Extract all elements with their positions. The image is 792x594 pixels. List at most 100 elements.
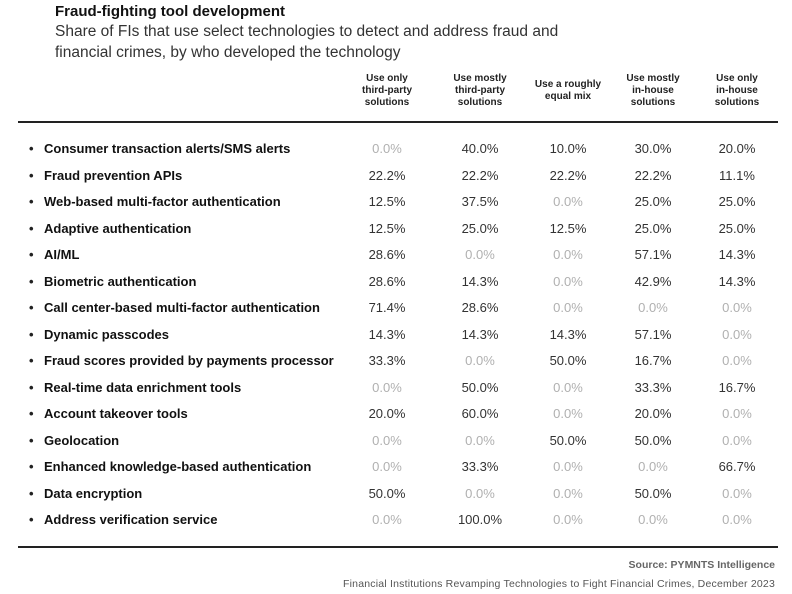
row-label: Data encryption [44, 485, 143, 501]
bottom-rule [18, 546, 778, 548]
bullet-icon: • [29, 432, 34, 448]
value-cell: 28.6% [461, 300, 499, 315]
table-row: • Data encryption 50.0% 0.0% 0.0% 50.0% 0.0% [0, 486, 792, 506]
value-cell: 50.0% [634, 485, 672, 501]
table-row: • Consumer transaction alerts/SMS alerts 0… [0, 141, 792, 161]
value-cell: 0.0% [465, 485, 495, 501]
value-cell: 25.0% [634, 220, 672, 236]
table-row: • Biometric authentication 28.6% 14.3% 0.0% 4… [0, 274, 792, 294]
table-row: • Real-time data enrichment tools 0.0% 50.0… [0, 380, 792, 400]
row-label: Fraud scores provided by payments proces… [44, 353, 334, 368]
table-row: • Adaptive authentication 12.5% 25.0% 12.5% 2… [0, 221, 792, 241]
value-cell: 0.0% [372, 512, 402, 527]
value-cell: 0.0% [465, 247, 495, 262]
value-cell: 0.0% [553, 406, 583, 421]
value-cell: 0.0% [722, 300, 752, 315]
value-cell: 14.3% [461, 326, 499, 342]
value-cell: 0.0% [722, 485, 752, 501]
value-cell: 0.0% [638, 512, 668, 527]
value-cell: 11.1% [719, 167, 755, 183]
column-header: Use a roughly equal mix [528, 79, 608, 103]
value-cell: 0.0% [553, 485, 583, 501]
row-label: Consumer transaction alerts/SMS alerts [44, 141, 291, 156]
row-label: Adaptive authentication [44, 220, 192, 236]
value-cell: 0.0% [553, 247, 583, 262]
bullet-icon: • [29, 300, 34, 315]
value-cell: 14.3% [461, 273, 499, 289]
value-cell: 50.0% [549, 353, 587, 368]
value-cell: 0.0% [722, 512, 752, 527]
column-header-line: solutions [714, 97, 760, 108]
value-cell: 0.0% [553, 459, 583, 474]
value-cell: 50.0% [549, 432, 587, 448]
table-row: • Enhanced knowledge-based authentication… [0, 459, 792, 479]
row-label: Enhanced knowledge-based authentication [44, 459, 312, 474]
table-row: • Call center-based multi-factor authenti… [0, 300, 792, 320]
bullet-icon: • [29, 141, 34, 156]
table-row: • AI/ML 28.6% 0.0% 0.0% 57.1% 14.3% [0, 247, 792, 267]
bullet-icon: • [29, 220, 34, 236]
row-label: Web-based multi-factor authentication [44, 194, 281, 209]
value-cell: 22.2% [549, 167, 587, 183]
column-header: Use only in-house solutions [697, 73, 777, 109]
table-row: • Web-based multi-factor authentication 12… [0, 194, 792, 214]
citation-note: Financial Institutions Revamping Technol… [343, 578, 775, 590]
value-cell: 0.0% [372, 459, 402, 474]
value-cell: 0.0% [638, 459, 668, 474]
value-cell: 0.0% [722, 406, 752, 421]
chart-subtitle: Share of FIs that use select technologie… [55, 23, 559, 61]
value-cell: 0.0% [372, 141, 402, 156]
row-label: Biometric authentication [44, 273, 197, 289]
top-rule [18, 121, 778, 123]
column-header-line: solutions [364, 97, 410, 108]
value-cell: 0.0% [722, 432, 752, 448]
column-header-line: third-party [362, 85, 412, 96]
table-row: • Geolocation 0.0% 0.0% 50.0% 50.0% 0.0% [0, 433, 792, 453]
row-label: Account takeover tools [44, 406, 188, 421]
value-cell: 12.5% [549, 220, 587, 236]
value-cell: 57.1% [634, 326, 672, 342]
value-cell: 28.6% [368, 273, 406, 289]
row-label: Dynamic passcodes [44, 326, 170, 342]
value-cell: 0.0% [465, 353, 495, 368]
bullet-icon: • [29, 379, 34, 395]
bullet-icon: • [29, 353, 34, 368]
column-header: Use mostly third-party solutions [440, 73, 520, 109]
value-cell: 25.0% [718, 220, 756, 236]
value-cell: 30.0% [634, 141, 672, 156]
value-cell: 60.0% [461, 406, 499, 421]
column-header-line: Use a roughly [534, 79, 602, 90]
bullet-icon: • [29, 406, 34, 421]
value-cell: 33.3% [368, 353, 406, 368]
value-cell: 16.7% [718, 379, 756, 395]
value-cell: 66.7% [718, 459, 756, 474]
column-header-line: equal mix [544, 91, 592, 102]
row-label: Call center-based multi-factor authentic… [44, 300, 320, 315]
value-cell: 50.0% [368, 485, 406, 501]
value-cell: 42.9% [634, 273, 672, 289]
value-cell: 0.0% [465, 432, 495, 448]
value-cell: 57.1% [634, 247, 672, 262]
value-cell: 20.0% [368, 406, 406, 421]
value-cell: 16.7% [634, 353, 672, 368]
value-cell: 22.2% [368, 167, 406, 183]
column-header-line: solutions [457, 97, 503, 108]
value-cell: 14.3% [718, 247, 756, 262]
value-cell: 33.3% [634, 379, 672, 395]
value-cell: 0.0% [553, 273, 583, 289]
column-header-line: Use only [716, 73, 758, 84]
value-cell: 25.0% [718, 194, 756, 209]
table-row: • Address verification service 0.0% 100.0% 0… [0, 512, 792, 532]
column-header-line: in-house [716, 85, 758, 96]
value-cell: 12.5% [368, 220, 406, 236]
source-note: Source: PYMNTS Intelligence [628, 559, 775, 571]
value-cell: 100.0% [457, 512, 503, 527]
value-cell: 50.0% [461, 379, 499, 395]
value-cell: 14.3% [368, 326, 406, 342]
value-cell: 0.0% [722, 353, 752, 368]
value-cell: 0.0% [553, 512, 583, 527]
value-cell: 71.4% [368, 300, 406, 315]
value-cell: 50.0% [634, 432, 672, 448]
bullet-icon: • [29, 247, 34, 262]
column-header-line: Use mostly [626, 73, 680, 84]
